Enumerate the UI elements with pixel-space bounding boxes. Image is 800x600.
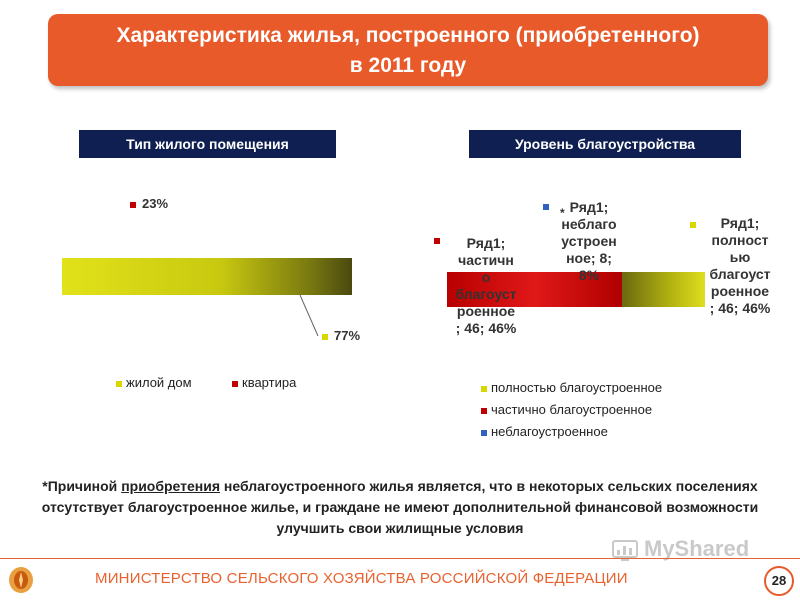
- legend-partial-text: частично благоустроенное: [491, 402, 653, 417]
- label-unimproved: Ряд1; неблаго устроен ное; 8; 8%: [552, 199, 626, 284]
- page-number: 28: [764, 566, 794, 596]
- legend-house: жилой дом: [116, 375, 192, 390]
- label-unimproved-l2: неблаго: [561, 216, 617, 232]
- legend-apartment-marker: [232, 380, 238, 387]
- leader-line-house: [299, 294, 319, 337]
- unimproved-marker: [543, 203, 549, 210]
- label-full-l1: Ряд1;: [720, 215, 760, 231]
- label-unimproved-l3: устроен: [561, 233, 617, 249]
- label-partial-l4: благоуст: [455, 286, 517, 302]
- watermark-icon: [612, 540, 638, 561]
- footnote-part2: неблагоустроенного жилья является, что в…: [41, 478, 759, 536]
- legend-unimproved-marker: [481, 429, 487, 436]
- legend-full: полностью благоустроенное: [481, 380, 662, 395]
- legend-partial: частично благоустроенное: [481, 402, 652, 417]
- label-house: 77%: [322, 328, 360, 343]
- slice-full: [622, 272, 705, 307]
- left-chart: [62, 258, 352, 337]
- legend-full-marker: [481, 385, 487, 392]
- legend-full-text: полностью благоустроенное: [491, 380, 663, 395]
- label-full-l6: ; 46; 46%: [709, 300, 771, 316]
- legend-house-text: жилой дом: [126, 375, 192, 390]
- section-header-left: Тип жилого помещения: [79, 130, 336, 158]
- title-line-2: в 2011 году: [349, 54, 467, 77]
- footnote-underlined: приобретения: [121, 478, 221, 494]
- label-partial-l3: о: [481, 269, 491, 285]
- label-unimproved-marker: [543, 198, 549, 213]
- legend-unimproved: неблагоустроенное: [481, 424, 608, 439]
- label-full-l5: роенное: [710, 283, 770, 299]
- label-unimproved-l5: 8%: [578, 267, 600, 283]
- footer-divider: [0, 558, 800, 559]
- label-partial-l6: ; 46; 46%: [455, 320, 517, 336]
- watermark-text: MyShared: [644, 536, 750, 561]
- house-marker: [322, 333, 328, 340]
- label-full: Ряд1; полност ью благоуст роенное ; 46; …: [702, 215, 778, 317]
- footnote-part1: *Причиной: [42, 478, 122, 494]
- label-unimproved-l1: Ряд1;: [569, 199, 609, 215]
- slice-house: [62, 258, 352, 295]
- slice-partial: [447, 272, 622, 307]
- full-marker: [690, 222, 696, 228]
- label-full-l2: полност: [711, 232, 769, 248]
- ministry-name: МИНИСТЕРСТВО СЕЛЬСКОГО ХОЗЯЙСТВА РОССИЙС…: [95, 570, 628, 587]
- label-full-l3: ью: [729, 249, 751, 265]
- section-header-right: Уровень благоустройства: [469, 130, 741, 158]
- label-partial: Ряд1; частичн о благоуст роенное ; 46; 4…: [448, 235, 524, 337]
- title-line-1: Характеристика жилья, построенного (прио…: [116, 24, 700, 47]
- right-chart: [447, 272, 705, 307]
- label-partial-l5: роенное: [456, 303, 516, 319]
- label-full-l4: благоуст: [709, 266, 771, 282]
- legend-apartment-text: квартира: [242, 375, 297, 390]
- label-unimproved-l4: ное; 8;: [566, 250, 612, 266]
- legend-apartment: квартира: [232, 375, 296, 390]
- label-partial-l2: частичн: [458, 252, 514, 268]
- legend-unimproved-text: неблагоустроенное: [491, 424, 608, 439]
- apartment-marker: [130, 201, 136, 208]
- label-apartment-text: 23%: [142, 196, 169, 211]
- label-house-text: 77%: [334, 328, 361, 343]
- label-apartment: 23%: [130, 196, 168, 211]
- title-banner: Характеристика жилья, построенного (прио…: [48, 14, 768, 86]
- emblem-icon: [9, 567, 33, 593]
- asterisk-mark: *: [560, 206, 565, 220]
- label-partial-l1: Ряд1;: [466, 235, 506, 251]
- legend-partial-marker: [481, 407, 487, 414]
- partial-marker: [434, 238, 440, 244]
- legend-house-marker: [116, 380, 122, 387]
- footnote: *Причиной приобретения неблагоустроенног…: [30, 476, 770, 539]
